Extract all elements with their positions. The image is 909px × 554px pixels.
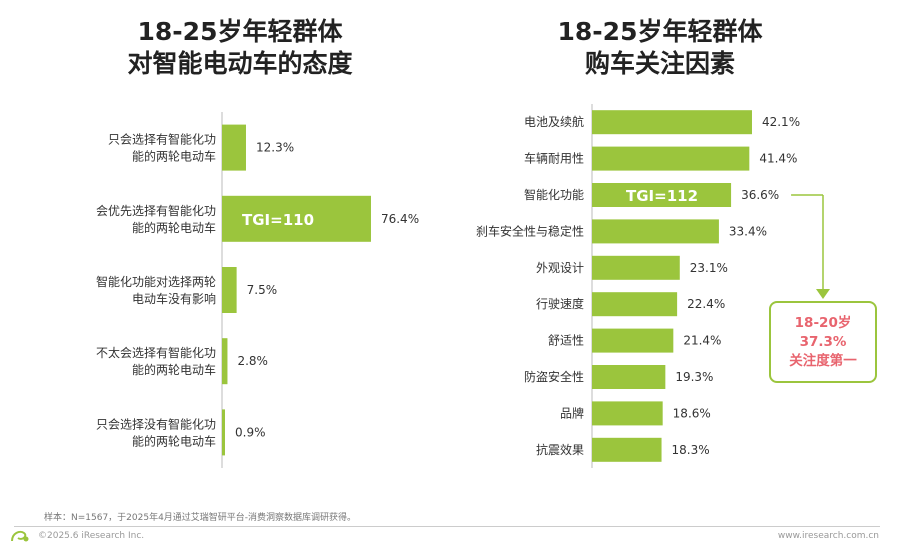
right-value-label-8: 18.6% xyxy=(673,406,711,420)
copyright: ©2025.6 iResearch Inc. xyxy=(38,531,145,541)
left-category-label-1-0: 会优先选择有智能化功 xyxy=(96,203,216,218)
left-bar-4 xyxy=(222,409,225,456)
right-value-label-1: 41.4% xyxy=(759,152,797,166)
right-category-label-1: 车辆耐用性 xyxy=(524,151,584,166)
left-tgi-annotation: TGI=110 xyxy=(242,211,314,229)
left-value-label-1: 76.4% xyxy=(381,212,419,226)
left-category-label-1-1: 能的两轮电动车 xyxy=(132,220,216,235)
right-category-label-8: 品牌 xyxy=(560,406,584,420)
right-value-label-9: 18.3% xyxy=(672,443,710,457)
right-value-label-7: 19.3% xyxy=(675,370,713,384)
sample-note: 样本：N=1567，于2025年4月通过艾瑞智研平台-消费洞察数据库调研获得。 xyxy=(44,513,357,523)
right-bar-8 xyxy=(592,401,663,426)
left-value-label-4: 0.9% xyxy=(235,425,266,439)
left-category-label-0-0: 只会选择有智能化功 xyxy=(108,132,216,147)
callout-arrow-icon xyxy=(816,289,830,299)
right-bar-4 xyxy=(592,255,680,280)
right-value-label-4: 23.1% xyxy=(690,261,728,275)
left-title-line1: 18-25岁年轻群体 xyxy=(137,17,343,46)
left-bar-0 xyxy=(222,124,246,171)
right-category-label-5: 行驶速度 xyxy=(536,296,584,311)
right-value-label-5: 22.4% xyxy=(687,297,725,311)
right-category-label-7: 防盗安全性 xyxy=(524,369,584,384)
right-category-label-9: 抗震效果 xyxy=(536,442,584,457)
left-category-label-0-1: 能的两轮电动车 xyxy=(132,149,216,164)
right-bar-1 xyxy=(592,146,750,171)
footer-divider xyxy=(14,526,880,527)
right-bar-6 xyxy=(592,328,674,353)
callout-percent: 37.3% xyxy=(799,334,847,350)
right-bar-3 xyxy=(592,219,719,244)
right-title-line1: 18-25岁年轻群体 xyxy=(557,17,763,46)
right-bar-7 xyxy=(592,365,666,389)
callout-rank: 关注度第一 xyxy=(789,353,857,369)
age-callout-box: 18-20岁 37.3% 关注度第一 xyxy=(769,301,877,383)
right-bar-2 xyxy=(592,183,732,207)
right-category-label-2: 智能化功能 xyxy=(524,187,584,202)
left-category-label-4-0: 只会选择没有智能化功 xyxy=(96,416,216,431)
right-bar-5 xyxy=(592,292,678,317)
right-value-label-0: 42.1% xyxy=(762,115,800,129)
left-category-label-4-1: 能的两轮电动车 xyxy=(132,433,216,448)
callout-age: 18-20岁 xyxy=(794,315,852,331)
right-category-label-4: 外观设计 xyxy=(536,261,584,275)
right-tgi-annotation: TGI=112 xyxy=(626,187,698,205)
left-category-label-3-0: 不太会选择有智能化功 xyxy=(96,345,216,360)
left-chart-title: 18-25岁年轻群体 对智能电动车的态度 xyxy=(60,16,420,80)
left-bar-3 xyxy=(222,338,228,385)
right-category-label-3: 刹车安全性与稳定性 xyxy=(476,223,584,238)
left-category-label-2-0: 智能化功能对选择两轮 xyxy=(96,274,216,289)
left-title-line2: 对智能电动车的态度 xyxy=(127,49,353,78)
right-category-label-6: 舒适性 xyxy=(548,334,584,348)
left-bar-1 xyxy=(222,195,371,242)
right-title-line2: 购车关注因素 xyxy=(584,49,735,78)
right-value-label-6: 21.4% xyxy=(683,334,721,348)
right-bar-0 xyxy=(592,110,752,135)
right-chart-title: 18-25岁年轻群体 购车关注因素 xyxy=(470,16,850,80)
right-value-label-3: 33.4% xyxy=(729,224,767,238)
left-value-label-2: 7.5% xyxy=(247,283,278,297)
right-value-label-2: 36.6% xyxy=(741,188,779,202)
left-category-label-3-1: 能的两轮电动车 xyxy=(132,362,216,377)
iresearch-logo-icon xyxy=(11,530,29,542)
left-category-label-2-1: 电动车没有影响 xyxy=(132,291,216,306)
right-category-label-0: 电池及续航 xyxy=(524,114,584,129)
left-bar-2 xyxy=(222,267,237,313)
left-value-label-0: 12.3% xyxy=(256,141,294,155)
website-url: www.iresearch.com.cn xyxy=(777,531,879,541)
right-bar-9 xyxy=(592,437,662,462)
left-value-label-3: 2.8% xyxy=(237,354,268,368)
